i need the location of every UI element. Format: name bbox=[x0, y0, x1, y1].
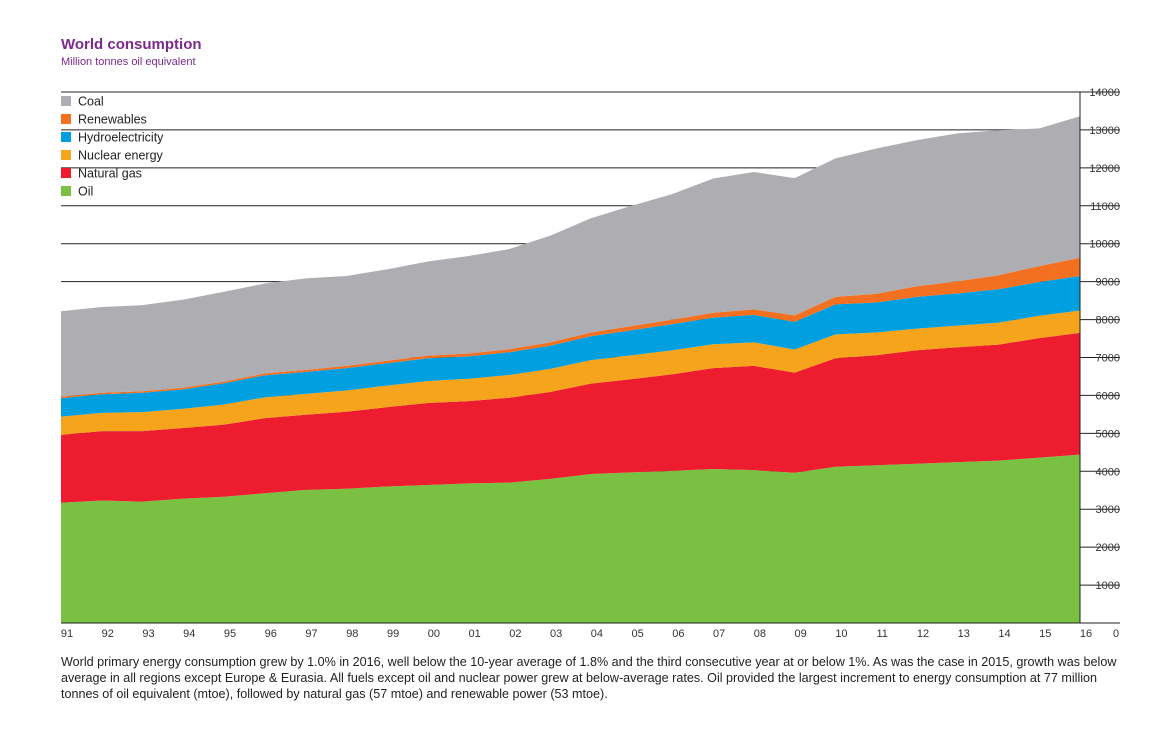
y-tick-label: 12000 bbox=[1089, 163, 1120, 175]
legend-label-nuclear-energy: Nuclear energy bbox=[78, 149, 164, 163]
area-oil bbox=[61, 454, 1080, 623]
x-tick-label: 03 bbox=[550, 628, 562, 640]
chart-areas bbox=[61, 116, 1080, 623]
x-tick-label: 12 bbox=[917, 628, 929, 640]
x-tick-label: 92 bbox=[102, 628, 114, 640]
legend-label-hydroelectricity: Hydroelectricity bbox=[78, 131, 164, 145]
x-tick-label: 01 bbox=[468, 628, 480, 640]
legend-swatch-renewables bbox=[61, 114, 71, 124]
legend-label-oil: Oil bbox=[78, 185, 93, 199]
x-tick-label: 09 bbox=[795, 628, 807, 640]
y-tick-label: 6000 bbox=[1096, 390, 1120, 402]
chart-title: World consumption bbox=[61, 36, 202, 53]
axis-lines bbox=[61, 92, 1120, 624]
x-tick-label: 97 bbox=[305, 628, 317, 640]
x-tick-label: 94 bbox=[183, 628, 195, 640]
legend-swatch-oil bbox=[61, 186, 71, 196]
x-tick-label: 16 bbox=[1080, 628, 1092, 640]
area-coal bbox=[61, 116, 1080, 397]
y-tick-label: 2000 bbox=[1096, 542, 1120, 554]
x-tick-label: 08 bbox=[754, 628, 766, 640]
y-tick-label: 0 bbox=[1113, 628, 1119, 640]
y-tick-label: 9000 bbox=[1096, 277, 1120, 289]
chart-subtitle: Million tonnes oil equivalent bbox=[61, 56, 196, 68]
x-tick-label: 07 bbox=[713, 628, 725, 640]
x-tick-label: 02 bbox=[509, 628, 521, 640]
y-tick-label: 13000 bbox=[1089, 125, 1120, 137]
y-tick-label: 11000 bbox=[1090, 201, 1120, 213]
y-tick-label: 10000 bbox=[1089, 239, 1120, 251]
x-tick-label: 91 bbox=[61, 628, 73, 640]
legend-swatch-nuclear-energy bbox=[61, 150, 71, 160]
legend-swatch-natural-gas bbox=[61, 168, 71, 178]
x-axis-ticks: 91 92 93 94 95 96 97 98 99 00 01 02 03 04 05 06 07 08 09 10… bbox=[61, 628, 1119, 640]
y-tick-label: 14000 bbox=[1089, 87, 1120, 99]
x-tick-label: 95 bbox=[224, 628, 236, 640]
legend-swatch-coal bbox=[61, 96, 71, 106]
y-tick-label: 3000 bbox=[1096, 504, 1120, 516]
x-tick-label: 05 bbox=[632, 628, 644, 640]
area-natural-gas bbox=[61, 332, 1080, 503]
y-tick-label: 7000 bbox=[1096, 353, 1120, 365]
legend-label-natural-gas: Natural gas bbox=[78, 167, 142, 181]
x-tick-label: 99 bbox=[387, 628, 399, 640]
y-tick-label: 5000 bbox=[1096, 428, 1120, 440]
x-tick-label: 98 bbox=[346, 628, 358, 640]
legend-swatch-hydroelectricity bbox=[61, 132, 71, 142]
x-tick-label: 13 bbox=[958, 628, 970, 640]
y-tick-label: 1000 bbox=[1096, 580, 1120, 592]
area-hydroelectricity bbox=[61, 275, 1080, 417]
legend-label-coal: Coal bbox=[78, 95, 104, 109]
legend-label-renewables: Renewables bbox=[78, 113, 147, 127]
y-tick-label: 8000 bbox=[1096, 315, 1120, 327]
x-tick-label: 00 bbox=[428, 628, 440, 640]
x-tick-label: 14 bbox=[998, 628, 1010, 640]
legend: Coal Renewables Hydroelectricity Nuclear en… bbox=[61, 95, 164, 199]
x-tick-label: 15 bbox=[1039, 628, 1051, 640]
x-tick-label: 11 bbox=[876, 628, 887, 640]
x-tick-label: 10 bbox=[835, 628, 847, 640]
x-tick-label: 04 bbox=[591, 628, 603, 640]
chart-caption: World primary energy consumption grew by… bbox=[61, 655, 1117, 701]
x-tick-label: 06 bbox=[672, 628, 684, 640]
y-axis-ticks: 1000 2000 3000 4000 5000 6000 7000 8000 9000 1000… bbox=[1089, 87, 1120, 592]
area-nuclear-energy bbox=[61, 310, 1080, 435]
y-tick-label: 4000 bbox=[1096, 466, 1120, 478]
x-tick-label: 96 bbox=[265, 628, 277, 640]
x-tick-label: 93 bbox=[142, 628, 154, 640]
stacked-area-chart: 1000200030004000500060007000800090001000… bbox=[61, 87, 1120, 640]
